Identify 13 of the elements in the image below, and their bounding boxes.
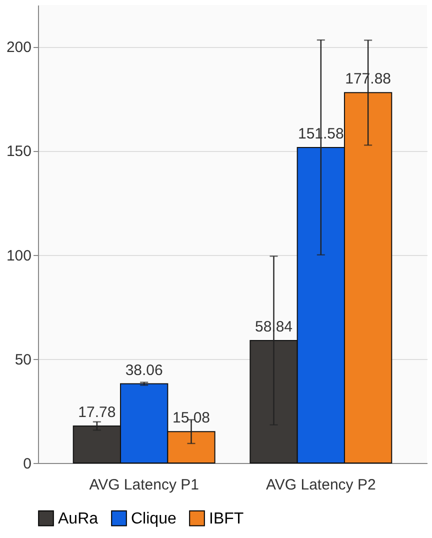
y-tick-label: 50 — [14, 351, 32, 368]
legend-label: IBFT — [209, 510, 244, 528]
y-tick-label: 0 — [23, 456, 32, 472]
legend-label: AuRa — [58, 510, 98, 528]
data-label: 15.08 — [172, 410, 210, 427]
y-tick-label: 200 — [6, 39, 32, 56]
x-tick-label: AVG Latency P1 — [89, 476, 199, 494]
data-label: 38.06 — [125, 362, 163, 379]
y-tick-label: 150 — [6, 143, 32, 160]
data-label: 17.78 — [78, 404, 116, 421]
y-tick-label: 100 — [6, 247, 32, 264]
x-tick-label: AVG Latency P2 — [266, 476, 376, 494]
legend-label: Clique — [131, 510, 176, 528]
